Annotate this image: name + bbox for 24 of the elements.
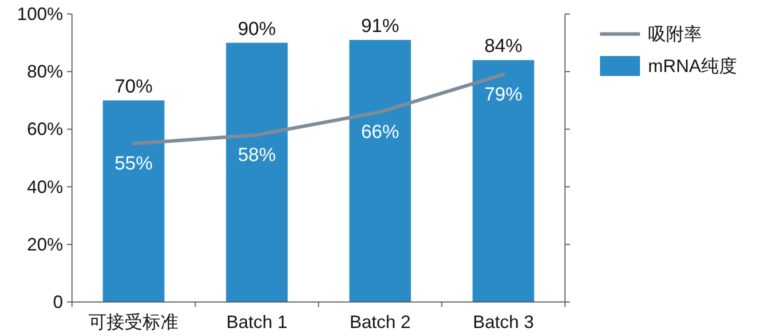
y-tick-label: 20% xyxy=(26,234,63,254)
y-tick-label: 60% xyxy=(26,119,63,140)
bar xyxy=(102,100,164,302)
x-tick-label: 可接受标准 xyxy=(88,312,179,332)
data-label: 90% xyxy=(238,18,276,40)
bar xyxy=(472,60,534,302)
bar xyxy=(349,40,411,302)
x-tick-label: Batch 3 xyxy=(472,312,534,332)
y-tick-label: 100% xyxy=(16,4,63,24)
y-tick-label: 40% xyxy=(26,176,63,197)
x-tick-label: Batch 1 xyxy=(226,312,288,332)
y-tick-label: 80% xyxy=(26,62,63,82)
data-label: 66% xyxy=(361,122,400,143)
y-tick-label: 0 xyxy=(52,292,63,312)
data-label: 91% xyxy=(361,16,400,37)
data-label: 79% xyxy=(484,84,522,106)
legend-label: mRNA纯度 xyxy=(648,56,737,76)
data-label: 58% xyxy=(238,144,276,166)
bar xyxy=(226,42,288,302)
data-label: 70% xyxy=(114,76,153,98)
x-tick-label: Batch 2 xyxy=(350,312,411,332)
legend-label: 吸附率 xyxy=(648,24,702,44)
data-label: 84% xyxy=(484,36,522,58)
data-label: 55% xyxy=(114,154,153,175)
